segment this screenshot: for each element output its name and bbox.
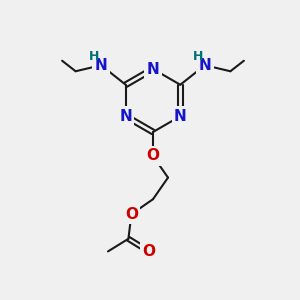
Text: N: N — [119, 109, 132, 124]
Text: N: N — [199, 58, 211, 73]
Text: O: O — [142, 244, 155, 259]
Text: N: N — [95, 58, 107, 73]
Text: H: H — [89, 50, 100, 63]
Text: N: N — [147, 61, 159, 76]
Text: O: O — [125, 207, 138, 222]
Text: H: H — [193, 50, 203, 63]
Text: O: O — [146, 148, 160, 164]
Text: N: N — [174, 109, 187, 124]
